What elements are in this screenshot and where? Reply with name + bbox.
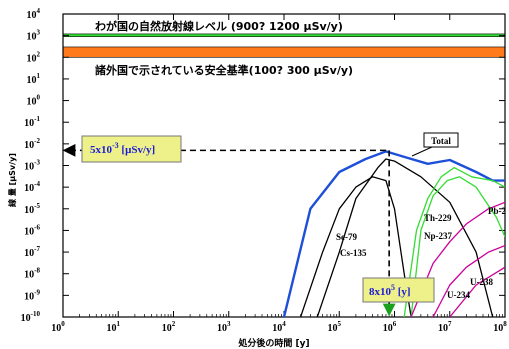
y-tick-label: 10-9 <box>24 288 40 302</box>
y-tick-label: 101 <box>27 72 41 86</box>
series-line-se-79 <box>299 176 412 317</box>
series-label-pb-2: Pb-2 <box>488 206 507 216</box>
series-label-cs-135: Cs-135 <box>340 248 367 258</box>
total-label-box <box>423 132 459 148</box>
x-tick-label: 108 <box>493 320 507 334</box>
x-tick-label: 106 <box>383 320 397 334</box>
series-label-se-79: Se-79 <box>336 232 357 242</box>
reference-band-label-1: わが国の自然放射線レベル (900? 1200 μSv/y) <box>95 19 343 33</box>
y-tick-label: 10-5 <box>24 202 40 216</box>
time-callout-box <box>362 277 435 303</box>
y-tick-label: 104 <box>27 7 41 21</box>
y-tick-label: 10-7 <box>24 245 40 259</box>
y-tick-label: 10-3 <box>24 159 40 173</box>
x-tick-label: 102 <box>162 320 176 334</box>
x-axis-title: 処分後の時間 [y] <box>237 337 309 349</box>
y-tick-label: 10-8 <box>24 267 40 281</box>
series-label-th-229: Th-229 <box>424 213 452 223</box>
series-line-u-238 <box>432 244 505 317</box>
series-label-u-238: U-238 <box>470 277 493 287</box>
dose-callout-box <box>81 135 182 163</box>
x-tick-label: 100 <box>51 320 65 334</box>
x-tick-label: 105 <box>328 320 342 334</box>
series-group <box>282 150 505 317</box>
x-tick-label: 107 <box>438 320 452 334</box>
y-tick-label: 103 <box>27 29 41 43</box>
x-tick-label: 104 <box>272 320 286 334</box>
x-tick-label: 101 <box>107 320 121 334</box>
series-label-u-234: U-234 <box>447 290 470 300</box>
y-tick-label: 10-6 <box>24 223 40 237</box>
series-label-np-237: Np-237 <box>424 231 453 241</box>
series-line-np-237 <box>410 176 505 317</box>
reference-band-label-2: 諸外国で示されている安全基準(100? 300 μSv/y) <box>95 63 353 77</box>
series-line-total <box>282 150 505 317</box>
series-line-u-234 <box>449 266 505 317</box>
y-tick-label: 100 <box>27 94 41 108</box>
total-label-leader <box>411 146 433 157</box>
y-tick-label: 102 <box>27 50 41 64</box>
y-tick-label: 10-4 <box>24 180 40 194</box>
reference-band-1 <box>62 33 506 37</box>
time-callout-text: 8x105 [y] <box>369 283 411 298</box>
y-tick-label: 10-2 <box>24 137 40 151</box>
y-axis-title: 線 量 [μSv/y] <box>7 153 17 207</box>
y-tick-label: 10-1 <box>24 115 40 129</box>
x-tick-label: 103 <box>217 320 231 334</box>
reference-band-2 <box>62 46 506 58</box>
y-tick-label: 10-10 <box>21 310 41 324</box>
series-line-pb-2 <box>410 201 505 317</box>
series-line-th-229 <box>403 166 505 317</box>
dose-callout-text: 5x10-3 [μSv/y] <box>90 141 155 156</box>
total-label-text: Total <box>431 136 451 146</box>
plot-frame <box>62 13 506 318</box>
